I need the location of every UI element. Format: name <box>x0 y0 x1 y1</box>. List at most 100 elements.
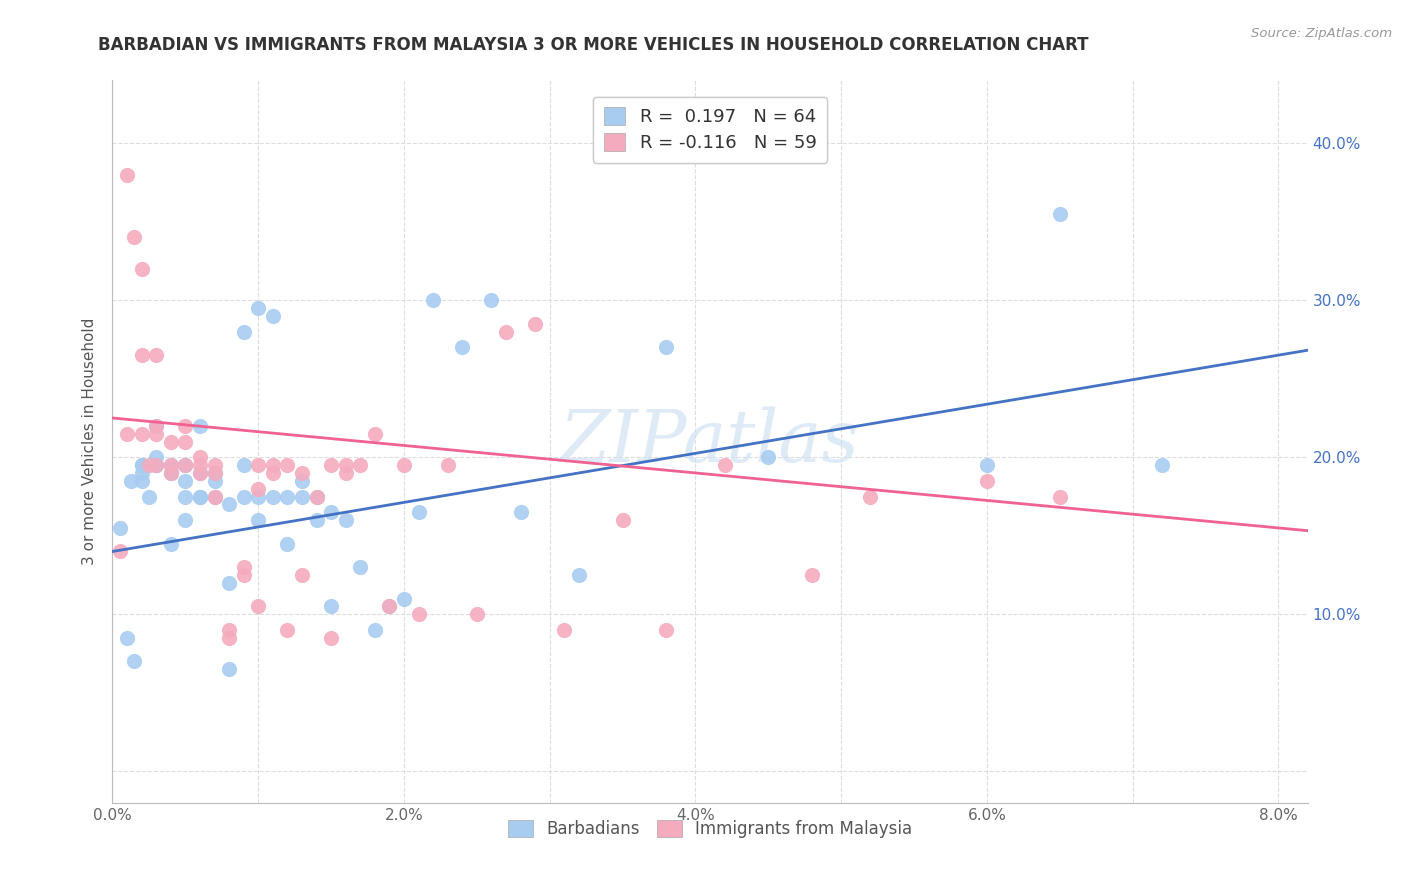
Point <box>145 426 167 441</box>
Point <box>305 490 328 504</box>
Point <box>124 655 146 669</box>
Point <box>145 418 167 433</box>
Point <box>392 458 415 472</box>
Point <box>204 490 226 504</box>
Point <box>335 466 357 480</box>
Point <box>108 544 131 558</box>
Text: Source: ZipAtlas.com: Source: ZipAtlas.com <box>1251 27 1392 40</box>
Point <box>108 521 131 535</box>
Point <box>509 505 531 519</box>
Point <box>159 536 181 550</box>
Point <box>115 168 138 182</box>
Point <box>174 458 197 472</box>
Point <box>232 568 254 582</box>
Point <box>319 458 342 472</box>
Point <box>655 340 678 354</box>
Point <box>188 490 211 504</box>
Point <box>305 513 328 527</box>
Point <box>232 560 254 574</box>
Point <box>262 490 284 504</box>
Point <box>218 631 240 645</box>
Point <box>120 474 142 488</box>
Point <box>408 505 430 519</box>
Point <box>115 631 138 645</box>
Point <box>218 575 240 590</box>
Point <box>159 434 181 449</box>
Point <box>131 458 153 472</box>
Point <box>276 623 298 637</box>
Point <box>131 348 153 362</box>
Point <box>232 490 254 504</box>
Point <box>451 340 474 354</box>
Point <box>204 466 226 480</box>
Point <box>145 458 167 472</box>
Point <box>204 490 226 504</box>
Point <box>1049 490 1071 504</box>
Point <box>247 599 270 614</box>
Point <box>291 474 314 488</box>
Point <box>159 466 181 480</box>
Point <box>131 466 153 480</box>
Point <box>276 490 298 504</box>
Point <box>364 426 387 441</box>
Point <box>232 325 254 339</box>
Point <box>291 490 314 504</box>
Point <box>319 599 342 614</box>
Point <box>335 458 357 472</box>
Point <box>568 568 591 582</box>
Point <box>392 591 415 606</box>
Point <box>159 458 181 472</box>
Point <box>174 458 197 472</box>
Point <box>218 662 240 676</box>
Point <box>131 458 153 472</box>
Point <box>188 458 211 472</box>
Point <box>1049 207 1071 221</box>
Point <box>159 466 181 480</box>
Point <box>408 607 430 622</box>
Point <box>612 513 634 527</box>
Point <box>378 599 401 614</box>
Point <box>247 482 270 496</box>
Point <box>291 568 314 582</box>
Point <box>262 309 284 323</box>
Point <box>378 599 401 614</box>
Point <box>188 466 211 480</box>
Point <box>465 607 488 622</box>
Point <box>713 458 735 472</box>
Text: BARBADIAN VS IMMIGRANTS FROM MALAYSIA 3 OR MORE VEHICLES IN HOUSEHOLD CORRELATIO: BARBADIAN VS IMMIGRANTS FROM MALAYSIA 3 … <box>98 36 1088 54</box>
Point <box>247 458 270 472</box>
Point <box>145 450 167 465</box>
Point <box>159 466 181 480</box>
Point <box>188 450 211 465</box>
Point <box>1150 458 1173 472</box>
Point <box>247 301 270 315</box>
Y-axis label: 3 or more Vehicles in Household: 3 or more Vehicles in Household <box>82 318 97 566</box>
Point <box>188 418 211 433</box>
Point <box>247 513 270 527</box>
Point <box>335 513 357 527</box>
Point <box>436 458 458 472</box>
Point <box>145 418 167 433</box>
Point <box>553 623 575 637</box>
Point <box>124 230 146 244</box>
Text: ZIPatlas: ZIPatlas <box>560 406 860 477</box>
Point <box>131 261 153 276</box>
Point <box>756 450 779 465</box>
Point <box>319 631 342 645</box>
Point <box>174 490 197 504</box>
Point <box>145 348 167 362</box>
Point <box>145 458 167 472</box>
Point <box>291 466 314 480</box>
Point <box>524 317 547 331</box>
Point <box>138 490 160 504</box>
Point <box>247 490 270 504</box>
Point <box>859 490 882 504</box>
Point <box>204 474 226 488</box>
Point <box>174 458 197 472</box>
Point <box>218 623 240 637</box>
Point <box>364 623 387 637</box>
Point <box>349 458 371 472</box>
Point <box>422 293 444 308</box>
Point <box>655 623 678 637</box>
Point <box>204 466 226 480</box>
